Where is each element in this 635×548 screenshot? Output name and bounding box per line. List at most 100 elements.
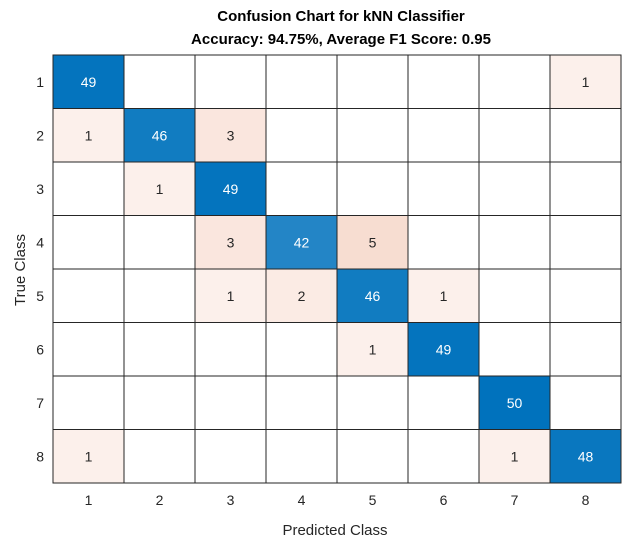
x-tick-label: 5 [369, 492, 377, 508]
matrix-cell [265, 161, 338, 216]
matrix-cell [336, 161, 409, 216]
matrix-cell [52, 375, 125, 430]
matrix-cell [407, 108, 480, 163]
matrix-cell [407, 215, 480, 270]
cell-value: 1 [511, 448, 519, 464]
matrix-cell [549, 54, 622, 109]
cell-value: 46 [152, 127, 168, 143]
matrix-cells: 49 1 1 46 3 1 49 3 42 5 1 2 46 1 1 49 50 1 1 48 [52, 54, 622, 484]
matrix-cell [336, 429, 409, 484]
y-tick-labels: 1 2 3 4 5 6 7 8 [36, 74, 44, 465]
cell-value: 3 [227, 234, 235, 250]
cell-value: 1 [227, 288, 235, 304]
x-tick-label: 6 [440, 492, 448, 508]
x-tick-label: 2 [156, 492, 164, 508]
cell-value: 49 [223, 181, 239, 197]
matrix-cell [123, 268, 196, 323]
y-tick-label: 8 [36, 448, 44, 464]
matrix-cell [265, 429, 338, 484]
x-tick-label: 3 [227, 492, 235, 508]
cell-value: 1 [582, 74, 590, 90]
matrix-cell [52, 322, 125, 377]
matrix-cell [336, 108, 409, 163]
matrix-cell [549, 268, 622, 323]
cell-value: 46 [365, 288, 381, 304]
cell-value: 42 [294, 234, 310, 250]
matrix-cell [336, 54, 409, 109]
y-tick-label: 3 [36, 181, 44, 197]
matrix-cell [549, 429, 622, 484]
matrix-cell [52, 268, 125, 323]
cell-value: 5 [369, 234, 377, 250]
cell-value: 1 [85, 448, 93, 464]
matrix-cell [478, 108, 551, 163]
matrix-cell [194, 322, 267, 377]
matrix-cell [52, 429, 125, 484]
cell-value: 49 [81, 74, 97, 90]
y-tick-label: 7 [36, 395, 44, 411]
matrix-cell [478, 429, 551, 484]
matrix-cell [52, 215, 125, 270]
cell-value: 1 [156, 181, 164, 197]
cell-value: 50 [507, 395, 523, 411]
matrix-cell [52, 108, 125, 163]
matrix-cell [123, 322, 196, 377]
matrix-cell [194, 375, 267, 430]
matrix-cell [549, 215, 622, 270]
matrix-cell [407, 54, 480, 109]
matrix-cell [478, 375, 551, 430]
matrix-cell [123, 161, 196, 216]
matrix-cell [265, 322, 338, 377]
y-tick-label: 4 [36, 234, 44, 250]
cell-value: 48 [578, 448, 594, 464]
matrix-cell [52, 54, 125, 109]
matrix-cell [336, 215, 409, 270]
matrix-cell [478, 322, 551, 377]
y-axis-label: True Class [12, 234, 29, 306]
matrix-cell [336, 375, 409, 430]
matrix-cell [407, 322, 480, 377]
matrix-cell [549, 108, 622, 163]
matrix-cell [478, 161, 551, 216]
matrix-cell [265, 268, 338, 323]
cell-value: 1 [440, 288, 448, 304]
matrix-cell [194, 54, 267, 109]
y-tick-label: 2 [36, 127, 44, 143]
matrix-cell [407, 268, 480, 323]
matrix-cell [407, 161, 480, 216]
matrix-cell [123, 215, 196, 270]
matrix-cell [407, 375, 480, 430]
chart-subtitle: Accuracy: 94.75%, Average F1 Score: 0.95 [191, 31, 491, 48]
cell-value: 49 [436, 341, 452, 357]
x-tick-labels: 1 2 3 4 5 6 7 8 [85, 492, 590, 508]
x-tick-label: 1 [85, 492, 93, 508]
matrix-cell [265, 108, 338, 163]
y-tick-label: 6 [36, 341, 44, 357]
matrix-cell [549, 375, 622, 430]
matrix-cell [549, 322, 622, 377]
matrix-cell [265, 375, 338, 430]
x-tick-label: 7 [511, 492, 519, 508]
x-tick-label: 8 [582, 492, 590, 508]
cell-value: 1 [369, 341, 377, 357]
x-axis-label: Predicted Class [282, 522, 387, 539]
matrix-cell [478, 215, 551, 270]
matrix-cell [194, 429, 267, 484]
matrix-cell [478, 54, 551, 109]
cell-value: 3 [227, 127, 235, 143]
matrix-cell [52, 161, 125, 216]
cell-value: 2 [298, 288, 306, 304]
cell-value: 1 [85, 127, 93, 143]
chart-title: Confusion Chart for kNN Classifier [217, 8, 465, 25]
matrix-cell [194, 215, 267, 270]
x-tick-label: 4 [298, 492, 306, 508]
matrix-cell [123, 54, 196, 109]
y-tick-label: 5 [36, 288, 44, 304]
matrix-cell [407, 429, 480, 484]
y-tick-label: 1 [36, 74, 44, 90]
matrix-cell [265, 54, 338, 109]
matrix-cell [478, 268, 551, 323]
matrix-cell [123, 429, 196, 484]
matrix-cell [549, 161, 622, 216]
